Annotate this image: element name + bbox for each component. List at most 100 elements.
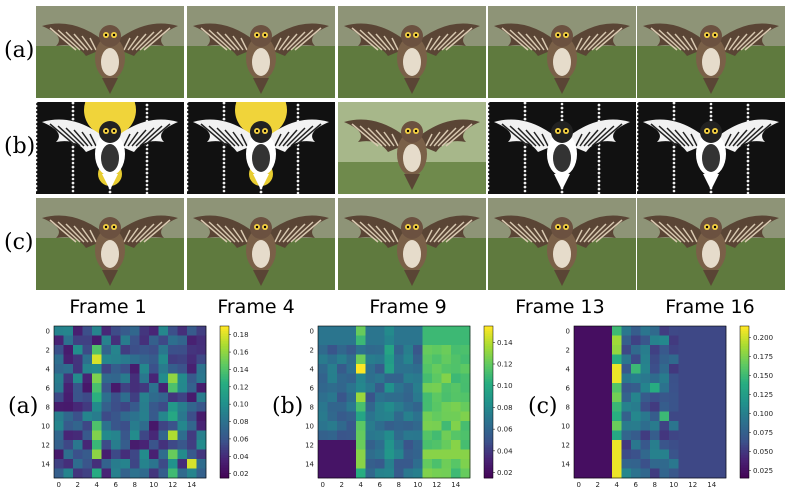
heatmap-cell [460,459,471,469]
heatmap-cell [187,326,197,336]
heatmap-cell [177,421,188,431]
heatmap-cell [318,345,328,355]
heatmap-cell [669,345,679,355]
heatmap-cell [130,459,140,469]
heatmap-cell [73,402,83,412]
heatmap-cell [187,459,197,469]
heatmap-cell [337,354,347,365]
x-tick-label: 0 [577,481,581,489]
heatmap-cell [92,383,102,393]
owl-frame-r1-c4 [488,6,636,98]
heatmap-cell [337,345,347,355]
heatmap-cell [583,364,594,374]
heatmap-cell [593,440,603,450]
heatmap-cell [346,421,357,431]
heatmap-cell [413,383,423,393]
heatmap-cell [54,421,64,431]
heatmap-cell [707,345,717,355]
heatmap-cell [375,430,385,441]
heatmap-cell [337,326,347,336]
colorbar-tick-label: 0.050 [753,448,773,456]
heatmap-cell [602,459,613,469]
heatmap-cell [583,354,594,365]
heatmap-cell [92,354,102,365]
heatmap-cell [413,392,423,403]
colorbar-tick-label: 0.06 [233,435,249,443]
y-tick-label: 0 [310,327,314,335]
heatmap-cell [168,392,178,403]
heatmap-cell [168,364,178,374]
heatmap-cell [101,468,112,479]
heatmap-cell [394,440,404,450]
y-tick-label: 2 [46,346,50,354]
heatmap-cell [432,402,442,412]
heatmap-cell [149,411,159,422]
owl-frame-r1-c1 [36,6,184,98]
heatmap-cell [602,402,613,412]
heatmap-cell [92,468,102,479]
heatmap-cell [394,449,404,460]
heatmap-cell [403,449,414,460]
heatmap-cell [318,364,328,374]
heatmap-cell [365,459,376,469]
heatmap-cell [327,402,338,412]
heatmap-cell [196,364,207,374]
heatmap-cell [621,421,632,431]
heatmap-cell [394,383,404,393]
heatmap-cell [139,459,150,469]
heatmap-cell [707,383,717,393]
heatmap-cell [82,430,93,441]
heatmap-cell [650,392,660,403]
heatmap-cell [54,430,64,441]
heatmap-cell [602,335,613,346]
heatmap-cell [54,373,64,384]
heatmap-cell [375,449,385,460]
heatmap-cell [365,392,376,403]
heatmap-cell [168,373,178,384]
heatmap-cell [451,392,461,403]
heatmap-cell [593,354,603,365]
heatmap-cell [130,354,140,365]
heatmap-cell [593,335,603,346]
heatmap-cell [101,430,112,441]
heatmap-cell [196,383,207,393]
x-tick-label: 0 [321,481,325,489]
heatmap-cell [678,354,689,365]
x-tick-label: 8 [133,481,137,489]
heatmap-cell [697,383,708,393]
heatmap-cell [177,345,188,355]
heatmap-cell [413,440,423,450]
heatmap-cell [422,335,433,346]
colorbar-tick-label: 0.125 [753,391,773,399]
heatmap-cell [432,440,442,450]
heatmap-cell [697,411,708,422]
heatmap-cell [574,440,584,450]
heatmap-cell [403,468,414,479]
heatmap-cell [640,326,651,336]
heatmap-cell [196,440,207,450]
y-tick-label: 4 [566,365,571,373]
heatmap-cell [365,373,376,384]
heatmap-cell [82,402,93,412]
heatmap-cell [612,430,622,441]
owl-frame-r2-c4 [488,102,636,194]
heatmap-cell [707,373,717,384]
y-tick-label: 6 [310,384,315,392]
heatmap-cell [678,449,689,460]
heatmap-cell [346,411,357,422]
heatmap-cell [158,335,169,346]
y-tick-label: 12 [561,441,570,449]
colorbar-tick-label: 0.025 [753,467,773,475]
heatmap-cell [82,326,93,336]
heatmap-cell [196,449,207,460]
colorbar-tick-label: 0.04 [233,453,249,461]
heatmap-cell [63,392,74,403]
frame-label-16: Frame 16 [665,296,755,318]
heatmap-cell [650,373,660,384]
heatmap-cell [318,411,328,422]
heatmap-cell [73,411,83,422]
heatmap-cell [451,345,461,355]
heatmap-cell [394,354,404,365]
heatmap-cell [707,459,717,469]
heatmap-cell [130,421,140,431]
